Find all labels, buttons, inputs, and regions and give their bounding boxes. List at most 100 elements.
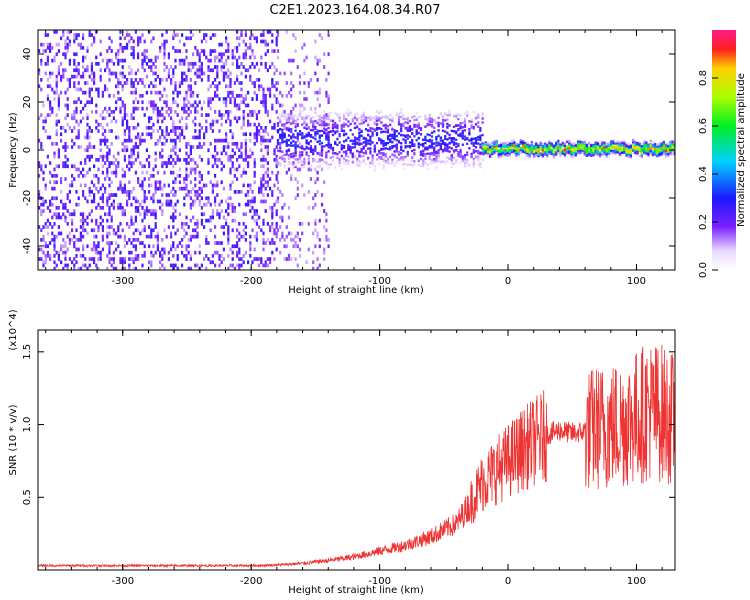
spectrogram-cell xyxy=(433,146,436,149)
spectrogram-cell xyxy=(539,141,542,144)
spectrogram-cell xyxy=(336,125,339,128)
spectrogram-cell xyxy=(457,117,460,121)
spectrogram-cell xyxy=(117,97,120,101)
spectrogram-cell xyxy=(292,155,295,158)
spectrogram-cell xyxy=(159,90,162,95)
spectrogram-cell xyxy=(214,154,217,159)
spectrogram-cell xyxy=(437,156,440,159)
spectrogram-cell xyxy=(240,62,243,66)
spectrogram-cell xyxy=(97,180,100,185)
spectrogram-cell xyxy=(236,46,239,50)
spectrogram-cell xyxy=(161,113,164,117)
spectrogram-cell xyxy=(130,164,133,169)
spectrogram-cell xyxy=(437,143,440,147)
spectrogram-cell xyxy=(123,238,126,242)
spectrogram-cell xyxy=(459,126,462,130)
spectrogram-cell xyxy=(49,46,52,50)
spectrogram-cell xyxy=(570,144,573,148)
spectrogram-cell xyxy=(389,138,392,141)
spectrogram-cell xyxy=(441,148,445,152)
spectrogram-cell xyxy=(577,146,580,149)
spectrogram-cell xyxy=(552,153,555,156)
spectrogram-cell xyxy=(461,121,464,125)
spectrogram-cell xyxy=(301,166,304,169)
spectrogram-cell xyxy=(472,158,475,161)
spectrogram-cell xyxy=(301,154,304,157)
spectrogram-cell xyxy=(200,212,203,217)
spectrogram-cell xyxy=(123,212,126,217)
spectrogram-cell xyxy=(170,199,173,204)
spectrogram-cell xyxy=(82,58,85,63)
spectrogram-cell xyxy=(309,135,313,139)
spectrogram-cell xyxy=(262,103,265,108)
spectrogram-cell xyxy=(53,260,56,265)
spectrogram-cell xyxy=(73,266,76,270)
spectrogram-cell xyxy=(393,144,396,148)
spectrogram-cell xyxy=(178,62,181,66)
spectrogram-cell xyxy=(110,110,113,114)
spectrogram-cell xyxy=(472,151,475,154)
spectrogram-cell xyxy=(522,142,525,145)
spectrogram-cell xyxy=(271,84,274,89)
spectrogram-cell xyxy=(159,46,162,50)
spectrogram-cell xyxy=(336,130,339,133)
spectrogram-cell xyxy=(176,154,179,159)
spectrogram-cell xyxy=(603,144,606,147)
spectrogram-cell xyxy=(161,78,164,82)
spectrogram-cell xyxy=(238,55,241,60)
spectrogram-cell xyxy=(435,141,438,144)
spectrogram-cell xyxy=(269,94,272,98)
spectrogram-cell xyxy=(369,127,372,130)
spectrogram-cell xyxy=(203,52,206,57)
spectrogram-cell xyxy=(276,130,280,133)
spectrogram-cell xyxy=(338,158,341,161)
spectrogram-cell xyxy=(253,84,256,89)
spectrogram-cell xyxy=(51,87,54,92)
spectrogram-cell xyxy=(165,30,168,34)
spectrogram-cell xyxy=(260,260,263,265)
spectrogram-cell xyxy=(40,209,43,213)
spectrogram-cell xyxy=(271,190,274,194)
spectrogram-cell xyxy=(121,74,124,79)
spectrogram-cell xyxy=(325,117,328,120)
spectrogram-cell xyxy=(294,196,297,201)
spectrogram-cell xyxy=(419,157,423,161)
spectrogram-cell xyxy=(437,124,440,128)
spectrogram-cell xyxy=(189,148,192,153)
spectrogram-cell xyxy=(172,119,175,124)
spectrogram-cell xyxy=(97,87,100,92)
spectrogram-cell xyxy=(95,103,98,108)
spectrogram-cell xyxy=(318,33,321,37)
spectrogram-cell xyxy=(90,199,93,204)
spectrogram-cell xyxy=(211,97,214,101)
spectrogram-cell xyxy=(106,154,109,159)
spectrogram-cell xyxy=(200,158,203,162)
spectrogram-cell xyxy=(163,42,166,47)
spectrogram-cell xyxy=(402,158,405,162)
spectrogram-cell xyxy=(262,97,265,101)
spectrogram-cell xyxy=(491,154,494,157)
spectrogram-cell xyxy=(455,124,458,127)
spectrogram-cell xyxy=(128,238,131,242)
spectrogram-cell xyxy=(148,161,151,165)
spectrogram-cell xyxy=(314,145,317,148)
spectrogram-cell xyxy=(231,55,234,60)
spectrogram-cell xyxy=(139,78,142,82)
spectrogram-cell xyxy=(51,106,54,111)
spectrogram-cell xyxy=(90,257,93,261)
spectrogram-cell xyxy=(178,126,181,130)
spectrogram-cell xyxy=(294,148,297,153)
spectrogram-cell xyxy=(258,132,261,137)
spectrogram-cell xyxy=(279,164,282,167)
spectrogram-cell xyxy=(249,154,252,159)
spectrogram-cell xyxy=(148,234,151,239)
spectrogram-cell xyxy=(338,133,341,136)
spectrogram-cell xyxy=(170,116,173,121)
spectrogram-cell xyxy=(53,212,56,217)
spectrogram-cell xyxy=(461,136,464,139)
spectrogram-cell xyxy=(356,160,359,164)
spectrogram-cell xyxy=(181,244,184,249)
spectrogram-cell xyxy=(178,135,181,140)
spectrogram-cell xyxy=(115,71,118,76)
spectrogram-cell xyxy=(108,183,111,188)
